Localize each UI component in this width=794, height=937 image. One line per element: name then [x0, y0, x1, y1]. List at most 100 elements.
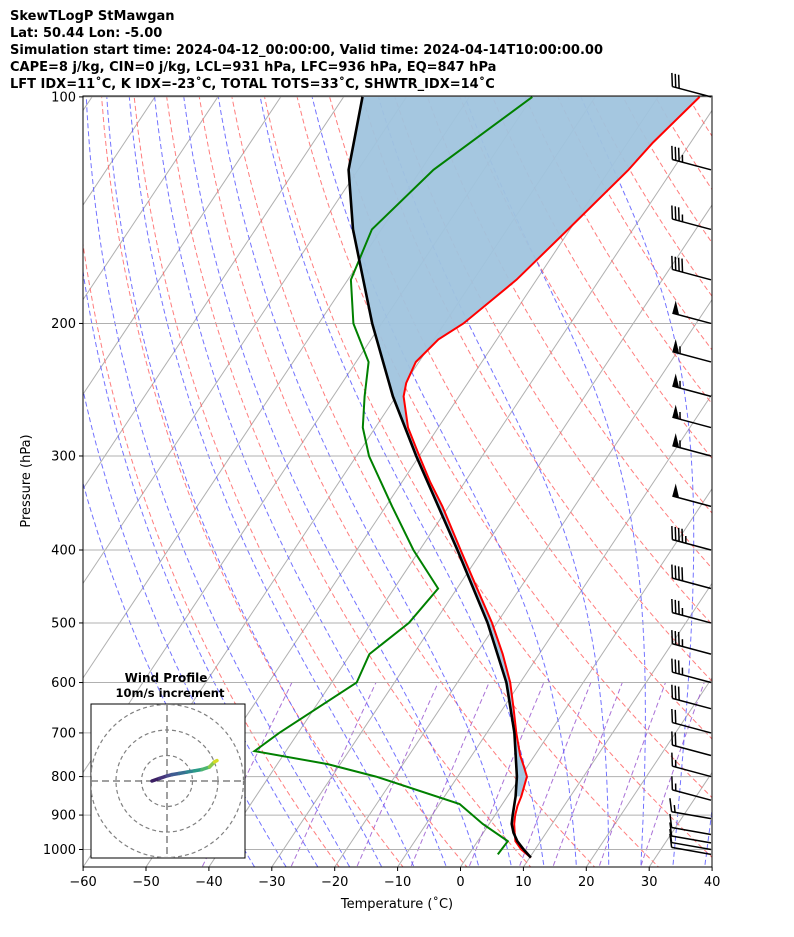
x-tick-label: 30: [641, 875, 658, 890]
wind-barb: [671, 598, 712, 624]
parcel-line: [347, 96, 532, 859]
x-axis-label: Temperature (˚C): [340, 896, 453, 912]
x-tick-label: 20: [578, 875, 595, 890]
moist-adiabat: [580, 96, 695, 867]
chart-header: SkewTLogP StMawgan Lat: 50.44 Lon: -5.00…: [10, 8, 603, 93]
barb-staff: [672, 789, 712, 801]
wind-barb: [671, 72, 712, 98]
isotherm-line: [459, 487, 712, 867]
hodograph-segment: [212, 758, 219, 764]
barb-staff: [672, 495, 712, 508]
profile-lines: [252, 96, 701, 859]
cape-line: CAPE=8 j/kg, CIN=0 j/kg, LCL=931 hPa, LF…: [10, 60, 497, 75]
hodograph-subtitle: 10m/s increment: [116, 686, 225, 700]
wind-barb: [672, 483, 712, 508]
barb-staff: [672, 385, 712, 398]
moist-adiabat: [704, 806, 712, 867]
barb-full: [669, 813, 673, 828]
barb-flag: [672, 404, 680, 420]
mixing-ratio-line: [598, 682, 666, 867]
barb-staff: [671, 841, 712, 851]
cape-area: [348, 96, 700, 797]
dry-adiabat: [329, 96, 712, 740]
mixing-ratio-line: [552, 682, 623, 867]
x-tick-label: −40: [195, 875, 222, 890]
hodograph-title: Wind Profile: [125, 671, 208, 685]
barb-staff: [671, 826, 712, 836]
wind-barb: [671, 145, 712, 171]
wind-barb: [671, 752, 712, 778]
wind-barb: [672, 300, 712, 325]
wind-barb: [669, 813, 712, 836]
wind-barb: [671, 776, 712, 801]
mixing-ratio-line: [356, 682, 439, 867]
barb-staff: [671, 846, 712, 856]
mixing-ratio-line: [290, 682, 377, 867]
x-tick-label: −10: [384, 875, 411, 890]
x-tick-label: 0: [456, 875, 464, 890]
y-tick-label: 300: [51, 449, 76, 464]
barb-half: [673, 805, 676, 813]
dry-adiabat: [133, 96, 468, 867]
barb-flag: [672, 483, 680, 498]
y-tick-label: 100: [51, 90, 76, 105]
mixing-ratio-line: [639, 682, 705, 867]
dry-adiabat: [459, 96, 712, 514]
x-tick-label: −20: [321, 875, 348, 890]
dry-adiabat: [687, 96, 712, 138]
moist-adiabat: [464, 96, 646, 867]
wind-barb: [672, 339, 712, 363]
dry-adiabat: [721, 97, 794, 881]
wind-barb: [671, 526, 712, 551]
isotherm-line: [83, 96, 220, 301]
barb-full: [669, 798, 673, 812]
dry-adiabat: [753, 97, 794, 881]
barb-staff: [672, 312, 712, 325]
isotherm-line: [208, 109, 712, 867]
moist-adiabat: [735, 97, 794, 881]
x-tick-label: −60: [69, 875, 96, 890]
barb-staff: [672, 158, 712, 171]
wind-barb: [669, 822, 712, 844]
isotherm-line: [83, 96, 282, 396]
barb-full: [669, 828, 673, 843]
isotherm-line: [648, 771, 712, 867]
y-tick-label: 800: [51, 770, 76, 785]
isotherm-line: [396, 393, 712, 867]
y-tick-label: 500: [51, 616, 76, 631]
location-line: Lat: 50.44 Lon: -5.00: [10, 26, 163, 41]
barb-staff: [671, 810, 712, 820]
barb-staff: [672, 416, 712, 429]
cape-shading: [348, 96, 700, 797]
y-axis-label: Pressure (hPa): [19, 434, 34, 527]
isotherm-line: [271, 204, 712, 867]
wind-barb: [671, 684, 712, 710]
barb-full: [669, 822, 673, 837]
wind-barb: [671, 564, 712, 590]
wind-barb: [671, 658, 712, 684]
wind-barb: [669, 798, 712, 820]
time-line: Simulation start time: 2024-04-12_00:00:…: [10, 43, 603, 58]
barb-flag: [672, 433, 680, 448]
barb-staff: [672, 444, 712, 457]
barb-staff: [672, 85, 712, 98]
x-axis-ticks: −60 −50 −40 −30 −20 −10 0 10 20 30 40: [69, 867, 720, 890]
index-line: LFT IDX=11˚C, K IDX=-23˚C, TOTAL TOTS=33…: [10, 77, 495, 92]
isotherm-line: [83, 96, 408, 585]
isotherm-line: [334, 298, 712, 867]
wind-barb: [671, 731, 712, 757]
isotherm-line: [83, 96, 157, 206]
wind-barb: [672, 433, 712, 457]
temperature-line: [402, 96, 701, 859]
x-tick-label: −50: [132, 875, 159, 890]
wind-barb: [671, 630, 712, 655]
y-tick-label: 900: [51, 809, 76, 824]
chart-title: SkewTLogP StMawgan: [10, 9, 175, 24]
x-tick-label: −30: [258, 875, 285, 890]
isotherm-line: [711, 866, 712, 867]
wind-barb: [671, 708, 712, 734]
y-tick-label: 400: [51, 544, 76, 559]
dewpoint-line: [252, 96, 533, 856]
barb-staff: [672, 538, 712, 551]
